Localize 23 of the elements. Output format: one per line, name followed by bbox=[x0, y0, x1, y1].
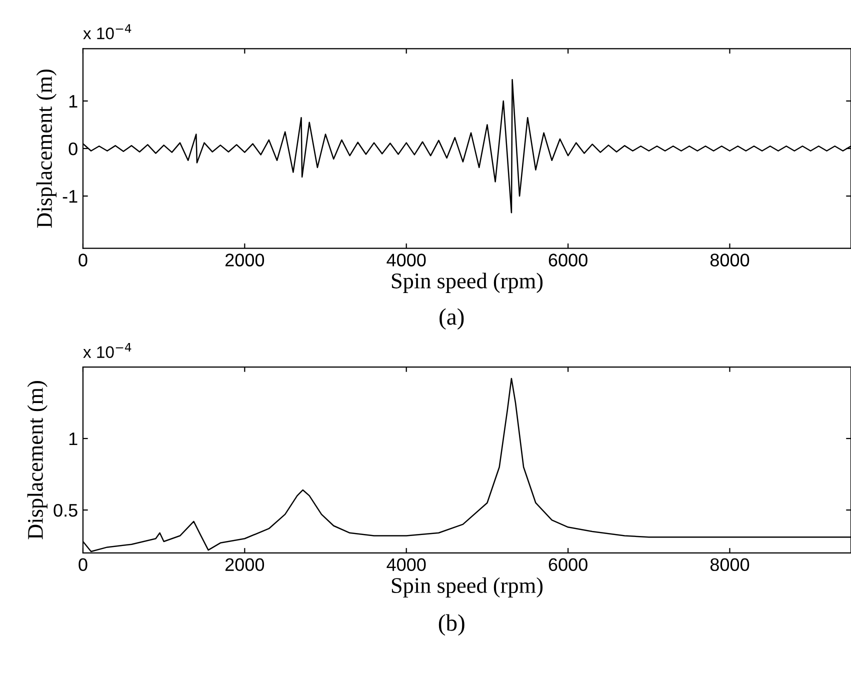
x-tick-label: 4000 bbox=[386, 558, 426, 572]
y-axis-title: Displacement (m) bbox=[36, 70, 57, 228]
x-tick-label: 8000 bbox=[710, 254, 750, 266]
text: x 10$^{−4}$ bbox=[83, 24, 132, 40]
x-tick-label: 2000 bbox=[225, 558, 264, 572]
x-tick-label: 8000 bbox=[710, 558, 750, 572]
text: (a) bbox=[440, 308, 464, 330]
x-tick-label: 2000 bbox=[225, 254, 264, 266]
y-tick-label: 1 bbox=[69, 432, 78, 446]
y-tick-label: 1 bbox=[69, 95, 78, 108]
x-axis-title: Spin speed (rpm) bbox=[392, 577, 543, 598]
x-tick-label: 6000 bbox=[548, 558, 588, 572]
x-tick-label: 0 bbox=[78, 254, 88, 266]
x-axis-title: Spin speed (rpm) bbox=[392, 272, 543, 293]
y-tick-label: 0.5 bbox=[54, 504, 78, 517]
y-tick-label: -1 bbox=[62, 190, 78, 203]
x-tick-label: 4000 bbox=[386, 254, 426, 266]
x-tick-label: 0 bbox=[78, 558, 88, 572]
y-axis-title: Displacement (m) bbox=[27, 381, 48, 540]
y-tick-label: 0 bbox=[68, 142, 78, 156]
text: x 10$^{−4}$ bbox=[83, 342, 132, 358]
text: (b) bbox=[438, 614, 464, 636]
x-tick-label: 6000 bbox=[548, 254, 588, 266]
